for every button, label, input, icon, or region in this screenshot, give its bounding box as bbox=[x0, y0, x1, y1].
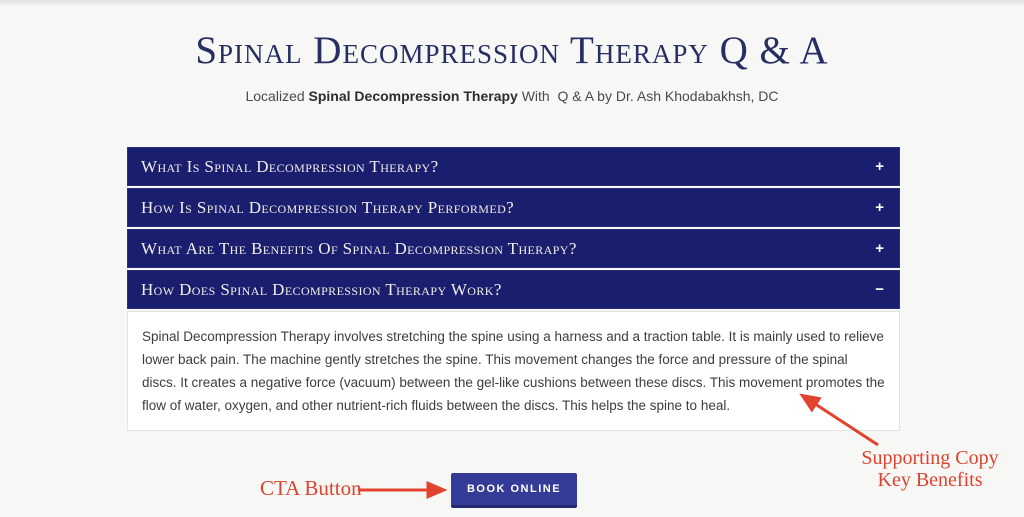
faq-question-label: How Is Spinal Decompression Therapy Perf… bbox=[141, 197, 515, 217]
plus-icon: + bbox=[875, 158, 884, 175]
faq-item-how-performed[interactable]: How Is Spinal Decompression Therapy Perf… bbox=[127, 188, 900, 227]
faq-question-label: What Is Spinal Decompression Therapy? bbox=[141, 156, 439, 176]
cta-annotation-label: CTA Button bbox=[260, 476, 362, 500]
subtitle-suffix: With Q & A by Dr. Ash Khodabakhsh, DC bbox=[517, 88, 779, 104]
page-subtitle: Localized Spinal Decompression Therapy W… bbox=[0, 88, 1024, 104]
subtitle-prefix: Localized bbox=[245, 88, 309, 104]
plus-icon: + bbox=[875, 199, 884, 216]
faq-item-what-is[interactable]: What Is Spinal Decompression Therapy? + bbox=[127, 147, 900, 186]
supporting-annotation-line1: Supporting Copy bbox=[861, 447, 999, 469]
faq-item-how-it-works[interactable]: How Does Spinal Decompression Therapy Wo… bbox=[127, 270, 900, 309]
supporting-copy-annotation-label: Supporting Copy Key Benefits bbox=[845, 447, 1015, 491]
faq-question-label: What Are The Benefits Of Spinal Decompre… bbox=[141, 238, 577, 258]
faq-answer-text: Spinal Decompression Therapy involves st… bbox=[142, 329, 885, 413]
book-online-button[interactable]: BOOK ONLINE bbox=[451, 473, 577, 508]
faq-question-label: How Does Spinal Decompression Therapy Wo… bbox=[141, 279, 502, 299]
minus-icon: − bbox=[875, 281, 884, 298]
supporting-annotation-line2: Key Benefits bbox=[877, 469, 983, 491]
top-shadow-divider bbox=[0, 0, 1024, 7]
subtitle-bold-keyword: Spinal Decompression Therapy bbox=[308, 88, 518, 104]
faq-item-benefits[interactable]: What Are The Benefits Of Spinal Decompre… bbox=[127, 229, 900, 268]
page-title: Spinal Decompression Therapy Q & A bbox=[195, 29, 829, 72]
faq-accordion: What Is Spinal Decompression Therapy? + … bbox=[127, 147, 900, 431]
faq-answer-panel: Spinal Decompression Therapy involves st… bbox=[127, 311, 900, 431]
plus-icon: + bbox=[875, 240, 884, 257]
